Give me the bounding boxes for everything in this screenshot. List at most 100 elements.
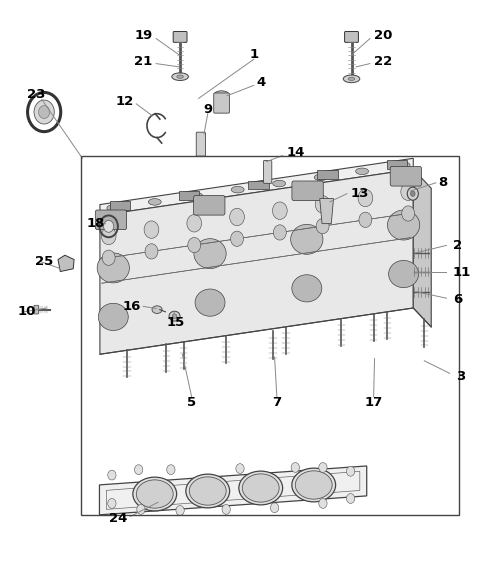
Text: 24: 24 <box>109 512 127 525</box>
Circle shape <box>359 212 372 227</box>
Text: 20: 20 <box>373 29 392 43</box>
Ellipse shape <box>190 193 203 199</box>
FancyBboxPatch shape <box>196 132 205 156</box>
Ellipse shape <box>189 477 226 505</box>
Ellipse shape <box>133 477 177 511</box>
Circle shape <box>104 221 114 232</box>
Ellipse shape <box>348 77 355 81</box>
Circle shape <box>188 238 201 253</box>
Circle shape <box>407 187 419 200</box>
Polygon shape <box>248 181 269 189</box>
Ellipse shape <box>172 314 177 318</box>
Circle shape <box>230 231 243 247</box>
Circle shape <box>410 191 415 196</box>
Text: 15: 15 <box>166 316 184 329</box>
Circle shape <box>291 463 300 472</box>
Text: 3: 3 <box>456 370 465 383</box>
Circle shape <box>108 470 116 480</box>
Circle shape <box>187 214 202 232</box>
Ellipse shape <box>314 174 327 181</box>
Text: 21: 21 <box>134 55 153 68</box>
FancyBboxPatch shape <box>173 32 187 43</box>
Text: 17: 17 <box>364 396 383 409</box>
Ellipse shape <box>273 180 286 187</box>
Circle shape <box>273 202 287 219</box>
Ellipse shape <box>177 75 183 78</box>
Polygon shape <box>110 201 131 210</box>
FancyBboxPatch shape <box>264 160 272 183</box>
Circle shape <box>319 463 327 472</box>
Text: 2: 2 <box>453 239 462 252</box>
Polygon shape <box>100 158 413 215</box>
Circle shape <box>229 208 244 226</box>
Text: 23: 23 <box>27 87 46 100</box>
Polygon shape <box>58 255 74 272</box>
Polygon shape <box>386 160 407 169</box>
Ellipse shape <box>242 474 279 502</box>
Circle shape <box>347 494 355 503</box>
Text: 8: 8 <box>438 176 447 189</box>
FancyBboxPatch shape <box>345 32 359 43</box>
Ellipse shape <box>397 162 410 168</box>
Circle shape <box>101 227 116 244</box>
Text: 9: 9 <box>203 103 212 116</box>
Ellipse shape <box>215 91 228 98</box>
FancyBboxPatch shape <box>193 196 225 215</box>
FancyBboxPatch shape <box>214 93 229 113</box>
Ellipse shape <box>343 75 360 83</box>
Text: 25: 25 <box>35 255 53 268</box>
Ellipse shape <box>295 471 332 499</box>
Circle shape <box>315 196 330 213</box>
Circle shape <box>316 218 329 234</box>
Ellipse shape <box>356 168 369 175</box>
Circle shape <box>358 189 373 207</box>
Ellipse shape <box>169 311 180 321</box>
Ellipse shape <box>291 225 323 255</box>
Ellipse shape <box>152 306 162 314</box>
Ellipse shape <box>97 253 130 283</box>
Text: 13: 13 <box>350 187 369 200</box>
Circle shape <box>347 467 355 476</box>
Ellipse shape <box>231 187 244 193</box>
Text: 12: 12 <box>116 95 134 108</box>
Ellipse shape <box>148 198 161 205</box>
Circle shape <box>236 464 244 473</box>
Ellipse shape <box>107 205 120 211</box>
Circle shape <box>176 506 184 515</box>
Text: 4: 4 <box>256 75 265 88</box>
Polygon shape <box>413 169 431 327</box>
Polygon shape <box>317 171 338 179</box>
Text: 22: 22 <box>373 55 392 68</box>
Text: 19: 19 <box>134 29 153 43</box>
Ellipse shape <box>136 480 173 508</box>
Ellipse shape <box>172 73 188 81</box>
Ellipse shape <box>292 275 322 302</box>
Text: 16: 16 <box>122 300 141 313</box>
Circle shape <box>401 183 416 200</box>
Ellipse shape <box>387 210 420 240</box>
FancyBboxPatch shape <box>96 210 127 230</box>
Polygon shape <box>100 169 413 354</box>
FancyBboxPatch shape <box>390 167 421 186</box>
Polygon shape <box>99 466 367 515</box>
Circle shape <box>222 505 230 514</box>
Circle shape <box>274 225 286 240</box>
Circle shape <box>144 221 159 238</box>
Ellipse shape <box>194 239 226 269</box>
Ellipse shape <box>292 468 336 502</box>
Text: 10: 10 <box>18 305 36 318</box>
Circle shape <box>145 244 158 259</box>
Circle shape <box>108 498 116 508</box>
FancyBboxPatch shape <box>292 181 323 201</box>
Polygon shape <box>320 198 334 223</box>
Circle shape <box>402 206 415 221</box>
Text: 7: 7 <box>272 396 281 409</box>
Circle shape <box>319 498 327 508</box>
Circle shape <box>102 250 115 265</box>
Ellipse shape <box>195 289 225 316</box>
Circle shape <box>134 465 143 475</box>
Text: 5: 5 <box>187 396 196 409</box>
Text: 1: 1 <box>249 48 258 61</box>
Text: 14: 14 <box>286 146 304 159</box>
Text: 11: 11 <box>453 266 471 279</box>
